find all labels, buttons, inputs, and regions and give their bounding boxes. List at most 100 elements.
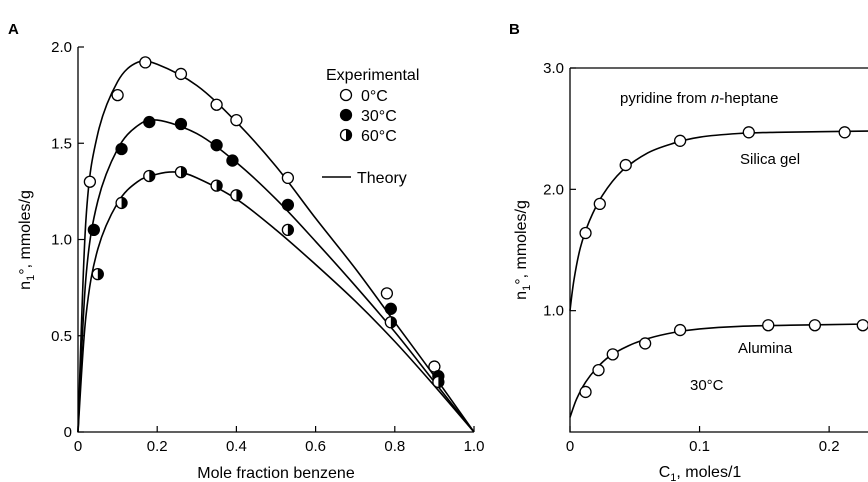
panel-a-y-tick-label: 1.5 — [51, 135, 72, 152]
panel-b-y-tick-label: 3.0 — [543, 60, 564, 77]
subtitle-part-2: -heptane — [719, 90, 778, 107]
data-point-alumina — [638, 337, 652, 350]
data-point-0c — [111, 88, 124, 102]
subtitle-italic-n: n — [711, 90, 719, 107]
data-point-60c — [174, 165, 188, 179]
legend-label-60c: 60°C — [361, 128, 397, 145]
panel-a-y-ticks: 0 0.5 1.0 1.5 2.0 — [51, 39, 84, 441]
panel-b-xlabel-rest: , moles/1 — [676, 464, 741, 481]
panel-b-x-ticks: 0 0.1 0.2 — [566, 426, 840, 455]
panel-a-x-tick-label: 0.8 — [384, 438, 405, 455]
panel-b-y-axis-title: n1°, mmoles/g — [513, 200, 533, 300]
legend-marker-30c — [339, 108, 353, 122]
data-point-0c — [230, 114, 243, 127]
data-point-60c — [210, 179, 223, 192]
panel-b-x-axis-title: C1, moles/1 — [659, 464, 742, 482]
data-point-60c — [230, 189, 243, 202]
panel-a-y-axis-title: n1°, mmoles/g — [17, 190, 37, 290]
theory-curve-silica-gel — [569, 130, 868, 311]
panel-b-y-tick-label: 1.0 — [543, 303, 564, 320]
panel-b-subtitle: pyridine from n-heptane — [620, 90, 778, 107]
panel-b-y-ticks: 1.0 2.0 3.0 — [543, 60, 576, 320]
data-point-0c — [83, 175, 97, 188]
data-point-60c — [384, 316, 397, 329]
temperature-label: 30°C — [690, 377, 724, 394]
panel-b-theory-curves — [569, 130, 868, 418]
data-point-30c — [281, 198, 295, 212]
data-point-0c — [281, 171, 295, 185]
panel-a-ylabel-main: n — [17, 281, 34, 290]
data-point-silica-gel — [619, 158, 632, 172]
data-point-alumina — [579, 385, 592, 399]
theory-curve-0c — [77, 59, 475, 433]
panel-a-x-axis-title: Mole fraction benzene — [197, 465, 355, 482]
data-point-0c — [139, 56, 152, 69]
data-point-30c — [87, 223, 100, 237]
data-point-alumina — [808, 319, 822, 332]
panel-a-y-tick-label: 1.0 — [51, 232, 72, 249]
panel-a-x-tick-label: 0.2 — [147, 438, 168, 455]
panel-b-xlabel-main: C — [659, 464, 671, 481]
data-point-60c — [91, 267, 104, 281]
data-point-0c — [174, 67, 188, 81]
panel-a-theory-curves — [77, 59, 475, 433]
data-point-silica-gel — [673, 134, 687, 147]
panel-a-axes — [77, 47, 474, 433]
panel-b-x-tick-label: 0.1 — [689, 438, 710, 455]
panel-b-letter: B — [509, 21, 520, 38]
panel-a-x-ticks: 0 0.2 0.4 0.6 0.8 1.0 — [74, 426, 485, 455]
data-point-alumina — [592, 363, 605, 377]
data-point-60c — [115, 196, 128, 210]
panel-a-x-tick-label: 0.4 — [226, 438, 247, 455]
panel-a-x-tick-label: 0 — [74, 438, 82, 455]
data-point-60c — [143, 169, 156, 183]
data-point-0c — [210, 98, 223, 111]
panel-a-y-tick-label: 0 — [64, 424, 72, 441]
legend-label-0c: 0°C — [361, 88, 388, 105]
panel-b-x-tick-label: 0 — [566, 438, 574, 455]
panel-a-legend: Experimental 0°C 30°C 60°C Theory — [322, 67, 419, 187]
panel-b-y-tick-label: 2.0 — [543, 181, 564, 198]
panel-a-x-tick-label: 1.0 — [464, 438, 485, 455]
data-point-silica-gel — [593, 197, 606, 211]
data-point-silica-gel — [838, 126, 851, 139]
data-point-30c — [210, 139, 223, 152]
data-point-alumina — [856, 319, 868, 332]
panel-b-x-tick-label: 0.2 — [819, 438, 840, 455]
data-point-30c — [115, 142, 128, 156]
data-point-30c — [143, 115, 156, 129]
panel-a-ylabel-rest: °, mmoles/g — [17, 190, 34, 275]
data-point-30c — [174, 117, 188, 131]
panel-b-ylabel-rest: °, mmoles/g — [513, 200, 530, 285]
panel-b-ylabel-main: n — [513, 291, 530, 300]
panel-a-y-tick-label: 0.5 — [51, 328, 72, 345]
data-point-30c — [384, 302, 397, 315]
panel-b-ylabel-sub: 1 — [521, 285, 533, 291]
panel-b-data-points — [579, 126, 868, 399]
data-point-silica-gel — [742, 126, 755, 139]
legend-marker-0c — [339, 88, 353, 102]
theory-curve-alumina — [569, 323, 868, 418]
legend-label-30c: 30°C — [361, 108, 397, 125]
subtitle-part-1: pyridine from — [620, 90, 711, 107]
panel-a-ylabel-sub: 1 — [25, 275, 37, 281]
theory-curve-60c — [77, 171, 475, 433]
data-point-60c — [281, 223, 295, 237]
alumina-label: Alumina — [738, 340, 793, 357]
data-point-0c — [380, 287, 394, 300]
data-point-alumina — [762, 319, 775, 332]
data-point-alumina — [673, 323, 687, 337]
panel-a-letter: A — [8, 21, 19, 38]
panel-b-xlabel-sub: 1 — [670, 472, 676, 482]
panel-a-data-points — [83, 56, 445, 389]
panel-b-plot: 0 0.1 0.2 1.02.03.0 n1°, mmoles/g C1, mole… — [513, 60, 868, 482]
legend-theory-label: Theory — [357, 170, 407, 187]
silica-gel-label: Silica gel — [740, 151, 800, 168]
data-point-alumina — [606, 348, 619, 361]
panel-a-plot: 0 0.2 0.4 0.6 0.8 1.0 0 0.5 1.0 1.5 2.0 n1°, mmol… — [17, 39, 484, 482]
data-point-60c — [432, 375, 445, 389]
legend-title: Experimental — [326, 67, 419, 84]
panel-a-y-tick-label: 2.0 — [51, 39, 72, 56]
data-point-silica-gel — [579, 226, 592, 240]
